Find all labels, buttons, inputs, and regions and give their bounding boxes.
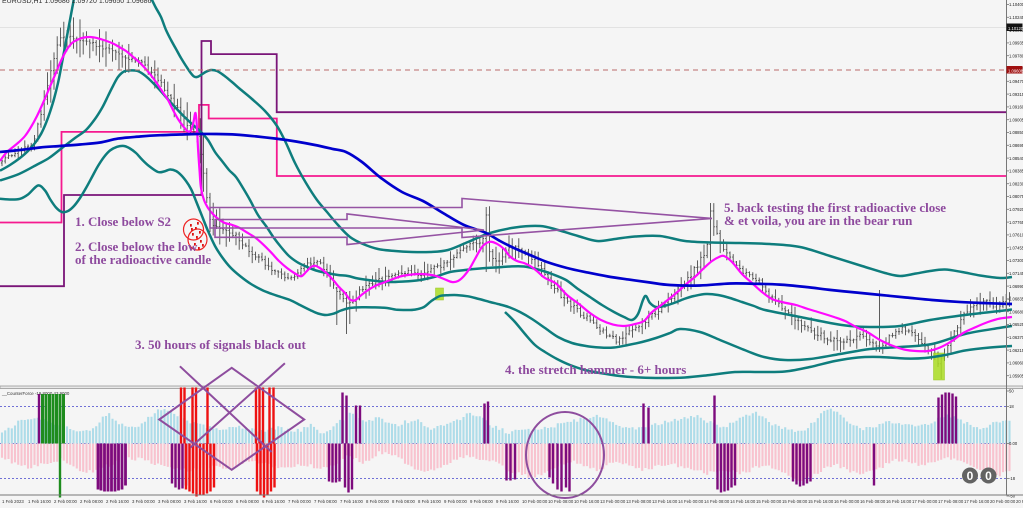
svg-text:9 Feb 00:00: 9 Feb 00:00 bbox=[444, 499, 468, 504]
svg-text:4. the stretch hammer - 6+ hou: 4. the stretch hammer - 6+ hours bbox=[505, 362, 686, 377]
svg-text:1.07765: 1.07765 bbox=[1009, 220, 1023, 225]
svg-text:1.08385: 1.08385 bbox=[1009, 169, 1023, 174]
svg-text:0.00: 0.00 bbox=[1009, 441, 1018, 446]
svg-text:3 Feb 00:00: 3 Feb 00:00 bbox=[132, 499, 156, 504]
svg-text:-18: -18 bbox=[1009, 476, 1016, 481]
svg-text:16 Feb 08:00: 16 Feb 08:00 bbox=[860, 499, 886, 504]
svg-text:1.07455: 1.07455 bbox=[1009, 245, 1023, 250]
svg-text:7 Feb 16:00: 7 Feb 16:00 bbox=[340, 499, 364, 504]
svg-text:18: 18 bbox=[1009, 404, 1014, 409]
svg-text:1.06215: 1.06215 bbox=[1009, 348, 1023, 353]
svg-text:2 Feb 00:00: 2 Feb 00:00 bbox=[54, 499, 78, 504]
svg-text:50: 50 bbox=[1009, 389, 1014, 394]
svg-text:0: 0 bbox=[985, 469, 992, 483]
svg-text:10 Feb 00:00: 10 Feb 00:00 bbox=[522, 499, 548, 504]
svg-text:15 Feb 08:00: 15 Feb 08:00 bbox=[782, 499, 808, 504]
svg-text:16 Feb 16:00: 16 Feb 16:00 bbox=[886, 499, 912, 504]
svg-text:15 Feb 00:00: 15 Feb 00:00 bbox=[756, 499, 782, 504]
svg-text:9 Feb 08:00: 9 Feb 08:00 bbox=[470, 499, 494, 504]
svg-text:2. Close below the low: 2. Close below the low bbox=[75, 239, 198, 254]
svg-text:1.09315: 1.09315 bbox=[1009, 92, 1023, 97]
svg-text:& et voila, you are in the bea: & et voila, you are in the bear run bbox=[724, 213, 913, 228]
svg-text:7 Feb 00:00: 7 Feb 00:00 bbox=[288, 499, 312, 504]
svg-text:1.09160: 1.09160 bbox=[1009, 105, 1023, 110]
svg-text:17 Feb 16:00: 17 Feb 16:00 bbox=[964, 499, 990, 504]
svg-text:1.05905: 1.05905 bbox=[1009, 373, 1023, 378]
svg-text:20 Feb 08:00: 20 Feb 08:00 bbox=[1016, 499, 1023, 504]
svg-text:14 Feb 00:00: 14 Feb 00:00 bbox=[678, 499, 704, 504]
svg-text:6 Feb 00:00: 6 Feb 00:00 bbox=[210, 499, 234, 504]
svg-text:13 Feb 16:00: 13 Feb 16:00 bbox=[652, 499, 678, 504]
svg-text:16 Feb 00:00: 16 Feb 00:00 bbox=[834, 499, 860, 504]
svg-text:__CounterForce -19.8000 43.900: __CounterForce -19.8000 43.9000 bbox=[1, 391, 70, 396]
svg-text:1.08695: 1.08695 bbox=[1009, 143, 1023, 148]
svg-text:1.09780: 1.09780 bbox=[1009, 53, 1023, 58]
svg-text:1.08540: 1.08540 bbox=[1009, 156, 1023, 161]
svg-text:1. Close below S2: 1. Close below S2 bbox=[75, 214, 171, 229]
svg-text:-50: -50 bbox=[1009, 494, 1016, 499]
svg-text:1.06680: 1.06680 bbox=[1009, 309, 1023, 314]
svg-text:1 Feb 16:00: 1 Feb 16:00 bbox=[28, 499, 52, 504]
svg-text:1.08230: 1.08230 bbox=[1009, 181, 1023, 186]
svg-text:8 Feb 08:00: 8 Feb 08:00 bbox=[392, 499, 416, 504]
svg-text:1.06835: 1.06835 bbox=[1009, 297, 1023, 302]
svg-text:15 Feb 16:00: 15 Feb 16:00 bbox=[808, 499, 834, 504]
svg-text:8 Feb 00:00: 8 Feb 00:00 bbox=[366, 499, 390, 504]
svg-text:1.06525: 1.06525 bbox=[1009, 322, 1023, 327]
svg-text:7 Feb 08:00: 7 Feb 08:00 bbox=[314, 499, 338, 504]
svg-text:1.07145: 1.07145 bbox=[1009, 271, 1023, 276]
svg-text:6 Feb 16:00: 6 Feb 16:00 bbox=[262, 499, 286, 504]
svg-text:of the radioactive candle: of the radioactive candle bbox=[75, 252, 211, 267]
svg-text:0: 0 bbox=[967, 469, 974, 483]
svg-text:1.09608: 1.09608 bbox=[1008, 68, 1023, 73]
svg-text:1.09935: 1.09935 bbox=[1009, 41, 1023, 46]
svg-text:5. back testing the first radi: 5. back testing the first radioactive cl… bbox=[724, 200, 946, 215]
svg-text:1 Feb 2023: 1 Feb 2023 bbox=[2, 499, 24, 504]
svg-text:17 Feb 00:00: 17 Feb 00:00 bbox=[912, 499, 938, 504]
svg-text:EURUSD,H1 1.09686 1.09720 1.0: EURUSD,H1 1.09686 1.09720 1.09650 1.0968… bbox=[2, 0, 152, 5]
svg-text:2 Feb 08:00: 2 Feb 08:00 bbox=[80, 499, 104, 504]
svg-text:13 Feb 08:00: 13 Feb 08:00 bbox=[626, 499, 652, 504]
svg-text:1.08850: 1.08850 bbox=[1009, 130, 1023, 135]
svg-text:14 Feb 16:00: 14 Feb 16:00 bbox=[730, 499, 756, 504]
svg-text:1.09005: 1.09005 bbox=[1009, 117, 1023, 122]
svg-text:3 Feb 08:00: 3 Feb 08:00 bbox=[158, 499, 182, 504]
svg-text:6 Feb 08:00: 6 Feb 08:00 bbox=[236, 499, 260, 504]
svg-text:8 Feb 16:00: 8 Feb 16:00 bbox=[418, 499, 442, 504]
svg-text:1.09470: 1.09470 bbox=[1009, 79, 1023, 84]
svg-text:1.10120: 1.10120 bbox=[1008, 26, 1023, 31]
svg-text:1.07300: 1.07300 bbox=[1009, 258, 1023, 263]
svg-text:1.06370: 1.06370 bbox=[1009, 335, 1023, 340]
svg-text:17 Feb 08:00: 17 Feb 08:00 bbox=[938, 499, 964, 504]
svg-text:1.10245: 1.10245 bbox=[1009, 15, 1023, 20]
svg-text:10 Feb 08:00: 10 Feb 08:00 bbox=[548, 499, 574, 504]
svg-text:1.06060: 1.06060 bbox=[1009, 361, 1023, 366]
svg-text:3. 50 hours of signals black o: 3. 50 hours of signals black out bbox=[135, 337, 307, 352]
svg-text:2 Feb 16:00: 2 Feb 16:00 bbox=[106, 499, 130, 504]
svg-text:14 Feb 08:00: 14 Feb 08:00 bbox=[704, 499, 730, 504]
svg-text:1.07920: 1.07920 bbox=[1009, 207, 1023, 212]
svg-text:10 Feb 16:00: 10 Feb 16:00 bbox=[574, 499, 600, 504]
svg-text:1.10400: 1.10400 bbox=[1009, 2, 1023, 7]
svg-text:1.07610: 1.07610 bbox=[1009, 233, 1023, 238]
svg-text:13 Feb 00:00: 13 Feb 00:00 bbox=[600, 499, 626, 504]
svg-text:1.06990: 1.06990 bbox=[1009, 284, 1023, 289]
svg-text:9 Feb 16:00: 9 Feb 16:00 bbox=[496, 499, 520, 504]
svg-text:20 Feb 00:00: 20 Feb 00:00 bbox=[990, 499, 1016, 504]
svg-text:3 Feb 16:00: 3 Feb 16:00 bbox=[184, 499, 208, 504]
svg-text:1.08075: 1.08075 bbox=[1009, 194, 1023, 199]
